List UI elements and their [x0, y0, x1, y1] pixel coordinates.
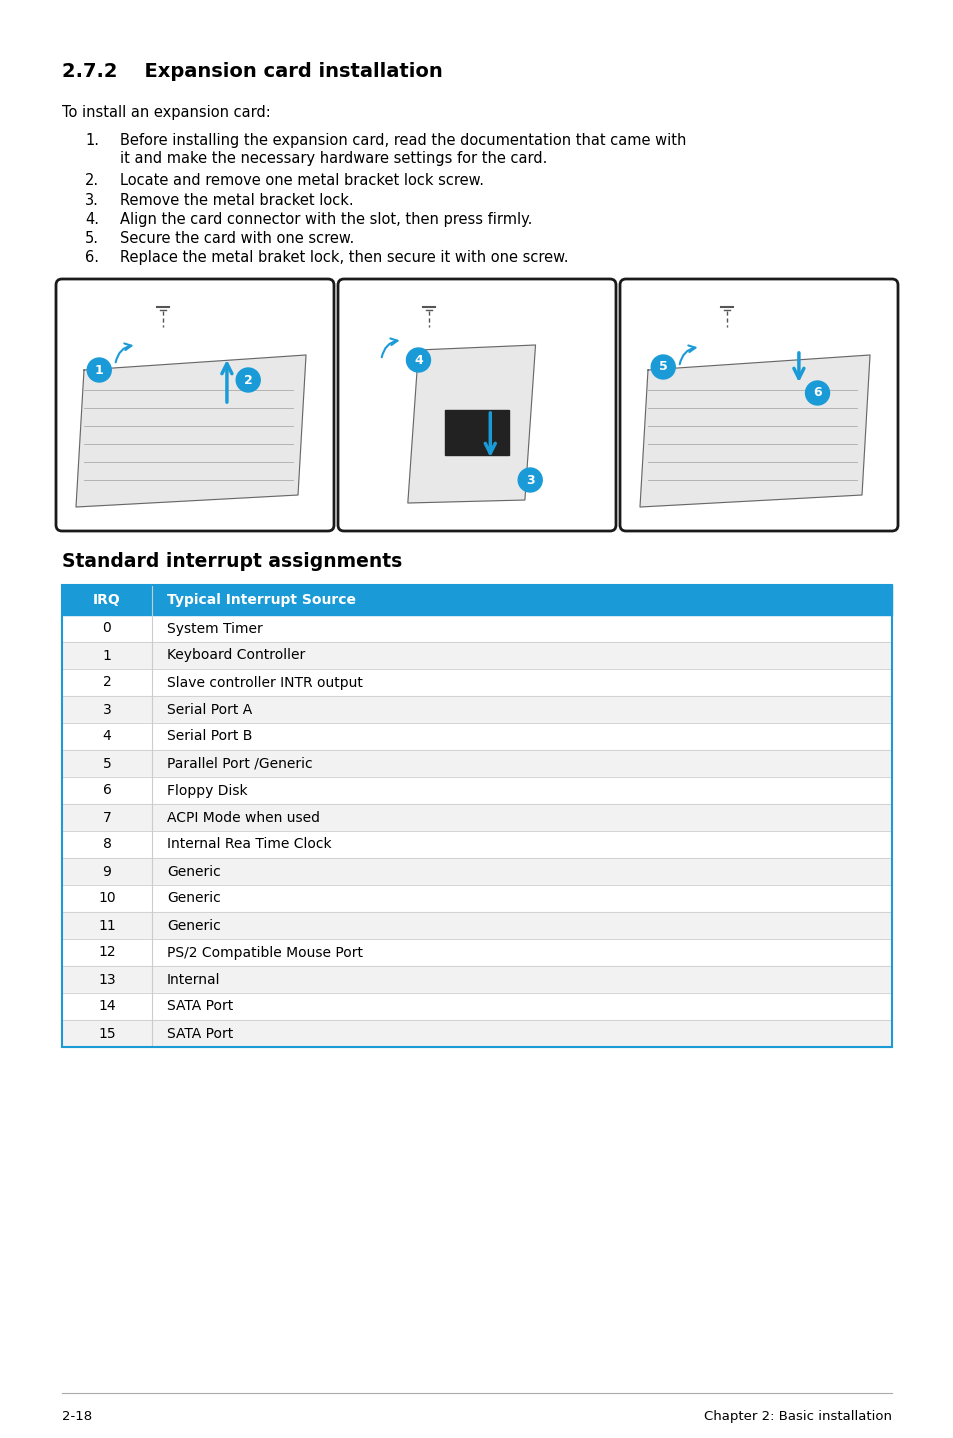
Circle shape — [87, 358, 112, 383]
Bar — [62, 669, 891, 696]
Text: 8: 8 — [103, 837, 112, 851]
Bar — [62, 641, 891, 669]
FancyBboxPatch shape — [56, 279, 334, 531]
Text: Serial Port A: Serial Port A — [167, 703, 252, 716]
Text: Typical Interrupt Source: Typical Interrupt Source — [167, 592, 355, 607]
Text: 14: 14 — [98, 999, 115, 1014]
Text: 4.: 4. — [85, 211, 99, 227]
Bar — [62, 777, 891, 804]
Text: Parallel Port /Generic: Parallel Port /Generic — [167, 756, 313, 771]
Circle shape — [804, 381, 829, 406]
Text: Chapter 2: Basic installation: Chapter 2: Basic installation — [703, 1411, 891, 1424]
Text: 2: 2 — [103, 676, 112, 689]
Bar — [62, 751, 891, 777]
Text: 4: 4 — [414, 354, 422, 367]
Bar — [62, 1020, 891, 1047]
Bar — [445, 410, 508, 454]
Polygon shape — [639, 355, 869, 508]
Text: Slave controller INTR output: Slave controller INTR output — [167, 676, 362, 689]
Circle shape — [236, 368, 260, 393]
Text: 5: 5 — [103, 756, 112, 771]
FancyBboxPatch shape — [619, 279, 897, 531]
Text: 5: 5 — [659, 361, 667, 374]
Bar — [62, 884, 891, 912]
Text: Generic: Generic — [167, 864, 220, 879]
Text: Secure the card with one screw.: Secure the card with one screw. — [120, 232, 354, 246]
Bar — [62, 696, 891, 723]
Text: Generic: Generic — [167, 919, 220, 932]
Text: 1: 1 — [103, 649, 112, 663]
Text: Locate and remove one metal bracket lock screw.: Locate and remove one metal bracket lock… — [120, 173, 483, 188]
Text: 2: 2 — [244, 374, 253, 387]
Bar — [62, 804, 891, 831]
Text: Generic: Generic — [167, 892, 220, 906]
Text: PS/2 Compatible Mouse Port: PS/2 Compatible Mouse Port — [167, 946, 363, 959]
Text: To install an expansion card:: To install an expansion card: — [62, 105, 271, 119]
Text: 13: 13 — [98, 972, 115, 986]
Text: 3: 3 — [103, 703, 112, 716]
Text: 11: 11 — [98, 919, 115, 932]
Text: Floppy Disk: Floppy Disk — [167, 784, 248, 798]
Text: 3: 3 — [525, 473, 534, 486]
Text: IRQ: IRQ — [93, 592, 121, 607]
Bar — [62, 912, 891, 939]
Circle shape — [651, 355, 675, 380]
Text: 6.: 6. — [85, 250, 99, 265]
Polygon shape — [76, 355, 306, 508]
Text: System Timer: System Timer — [167, 621, 262, 636]
Text: 15: 15 — [98, 1027, 115, 1041]
Text: SATA Port: SATA Port — [167, 1027, 233, 1041]
Text: 2.: 2. — [85, 173, 99, 188]
Bar — [62, 585, 891, 615]
Text: Replace the metal braket lock, then secure it with one screw.: Replace the metal braket lock, then secu… — [120, 250, 568, 265]
Text: 2.7.2    Expansion card installation: 2.7.2 Expansion card installation — [62, 62, 442, 81]
Bar — [62, 994, 891, 1020]
Circle shape — [517, 467, 541, 492]
Text: 9: 9 — [103, 864, 112, 879]
Circle shape — [406, 348, 430, 372]
Text: 0: 0 — [103, 621, 112, 636]
Text: 6: 6 — [812, 387, 821, 400]
Text: Keyboard Controller: Keyboard Controller — [167, 649, 305, 663]
Text: 12: 12 — [98, 946, 115, 959]
Text: 6: 6 — [103, 784, 112, 798]
Text: 5.: 5. — [85, 232, 99, 246]
Text: Align the card connector with the slot, then press firmly.: Align the card connector with the slot, … — [120, 211, 532, 227]
Text: 2-18: 2-18 — [62, 1411, 92, 1424]
Text: it and make the necessary hardware settings for the card.: it and make the necessary hardware setti… — [120, 151, 547, 165]
Bar — [62, 615, 891, 641]
Text: 1.: 1. — [85, 132, 99, 148]
Bar — [62, 585, 891, 1047]
Text: 4: 4 — [103, 729, 112, 743]
Text: Remove the metal bracket lock.: Remove the metal bracket lock. — [120, 193, 354, 209]
Text: 10: 10 — [98, 892, 115, 906]
Bar — [62, 939, 891, 966]
Text: Internal Rea Time Clock: Internal Rea Time Clock — [167, 837, 332, 851]
Polygon shape — [408, 345, 535, 503]
Text: Before installing the expansion card, read the documentation that came with: Before installing the expansion card, re… — [120, 132, 685, 148]
Bar — [62, 831, 891, 858]
Text: 1: 1 — [94, 364, 104, 377]
Bar — [62, 966, 891, 994]
Bar — [62, 723, 891, 751]
Text: 7: 7 — [103, 811, 112, 824]
FancyBboxPatch shape — [337, 279, 616, 531]
Text: SATA Port: SATA Port — [167, 999, 233, 1014]
Text: Internal: Internal — [167, 972, 220, 986]
Text: Serial Port B: Serial Port B — [167, 729, 253, 743]
Text: ACPI Mode when used: ACPI Mode when used — [167, 811, 319, 824]
Text: Standard interrupt assignments: Standard interrupt assignments — [62, 552, 402, 571]
Bar — [62, 858, 891, 884]
Text: 3.: 3. — [85, 193, 99, 209]
